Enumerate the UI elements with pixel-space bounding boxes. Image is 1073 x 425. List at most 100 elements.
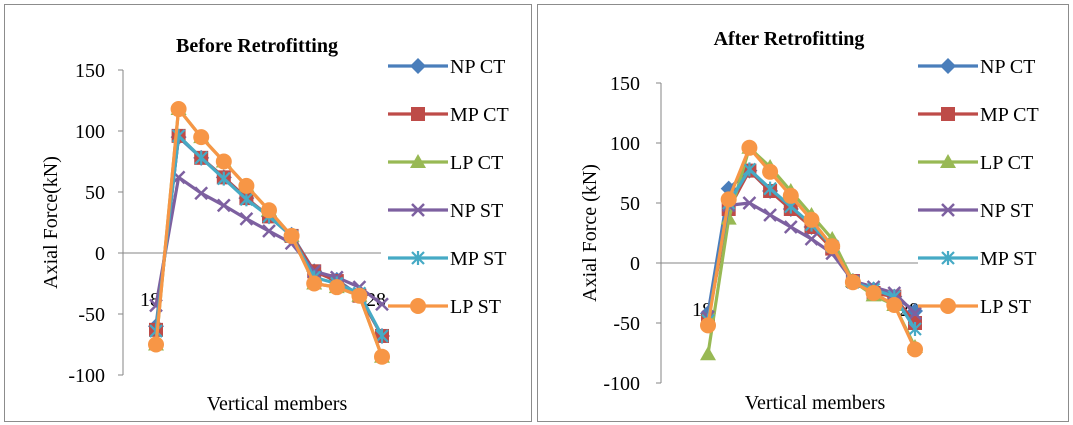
data-point (762, 163, 779, 180)
data-point (804, 232, 819, 246)
data-point (824, 238, 841, 255)
chart-after-retrofitting: After Retrofitting150100500-50-1001828Ax… (579, 28, 1039, 414)
y-tick-label: -50 (78, 304, 105, 326)
data-point (328, 279, 345, 296)
legend-marker (411, 107, 425, 121)
y-tick-label: 50 (620, 193, 640, 215)
series-mp-st (149, 128, 389, 343)
legend-entry: MP ST (918, 248, 1037, 270)
data-point (803, 211, 820, 228)
y-axis-title: Axial Force(kN) (40, 156, 62, 289)
series-lp-ct (700, 139, 923, 361)
data-point (720, 191, 737, 208)
data-point (216, 198, 231, 213)
y-axis-title: Axial Force (kN) (579, 164, 601, 302)
data-point (217, 171, 231, 186)
series-line (706, 146, 917, 355)
data-point (283, 227, 300, 244)
data-point (844, 274, 861, 291)
chart-panel-after: After Retrofitting150100500-50-1001828Ax… (537, 4, 1069, 422)
data-point (351, 287, 368, 304)
x-axis-title: Vertical members (207, 393, 348, 415)
legend-marker (940, 154, 956, 168)
series-np-ct (148, 129, 390, 344)
legend-marker (410, 58, 426, 74)
data-point (700, 346, 716, 361)
series-lp-st (700, 139, 923, 358)
data-point (742, 162, 757, 177)
data-point (262, 224, 276, 238)
data-point (763, 208, 777, 222)
chart-title: Before Retrofitting (176, 35, 338, 57)
data-point (170, 101, 187, 118)
legend-marker (410, 298, 426, 314)
legend-entry: LP CT (918, 152, 1033, 174)
data-point (239, 211, 254, 226)
legend-entry: MP ST (388, 248, 507, 270)
legend-entry: MP CT (918, 104, 1039, 126)
legend-marker (410, 154, 426, 168)
legend-label: NP CT (980, 56, 1035, 78)
y-tick-label: -100 (603, 373, 640, 395)
y-tick-label: 100 (610, 133, 640, 155)
legend-entry: MP CT (388, 104, 509, 126)
legend-entry: NP CT (388, 56, 505, 78)
series-line (154, 134, 384, 337)
data-point (193, 129, 210, 146)
data-point (886, 297, 903, 313)
legend-label: MP ST (980, 248, 1037, 270)
data-point (215, 153, 232, 170)
data-point (194, 150, 208, 165)
data-point (865, 285, 882, 301)
legend-entry: LP ST (918, 296, 1031, 318)
series-mp-ct (149, 128, 389, 343)
y-tick-label: 100 (75, 121, 105, 143)
legend-marker (941, 251, 955, 265)
legend-marker (411, 251, 425, 265)
y-tick-label: 0 (630, 253, 640, 275)
data-point (375, 328, 389, 343)
legend-label: MP ST (450, 248, 507, 270)
data-point (907, 341, 923, 358)
data-point (194, 186, 209, 201)
series-line (154, 134, 384, 337)
x-axis-title: Vertical members (745, 392, 886, 414)
legend-label: LP ST (980, 296, 1031, 318)
legend-label: NP CT (450, 56, 505, 78)
legend-entry: LP CT (388, 152, 503, 174)
legend-marker (411, 203, 425, 217)
series-lp-st (148, 101, 390, 365)
data-point (148, 336, 164, 353)
legend-marker (941, 203, 955, 217)
y-tick-label: -50 (613, 313, 640, 335)
data-point (700, 317, 716, 334)
series-line (154, 135, 384, 337)
data-point (783, 220, 798, 234)
legend-marker (940, 58, 956, 74)
data-point (908, 322, 922, 336)
data-point (238, 177, 255, 194)
y-tick-label: 50 (85, 182, 105, 204)
legend-marker (940, 298, 956, 314)
data-point (763, 181, 777, 196)
data-point (374, 348, 390, 365)
data-point (375, 297, 389, 312)
legend-entry: NP ST (388, 200, 503, 222)
legend-entry: NP CT (918, 56, 1035, 78)
legend-label: LP CT (980, 152, 1033, 174)
chart-title: After Retrofitting (714, 28, 865, 50)
y-tick-label: 150 (75, 60, 105, 82)
y-tick-label: -100 (68, 365, 105, 387)
data-point (741, 139, 758, 156)
legend-entry: LP ST (388, 296, 501, 318)
data-point (261, 202, 277, 219)
y-tick-label: 150 (610, 73, 640, 95)
legend-label: MP CT (450, 104, 509, 126)
series-line (706, 167, 917, 330)
legend-entry: NP ST (918, 200, 1033, 222)
data-point (782, 187, 799, 204)
chart-panel-before: Before Retrofitting 150 100 50 0 -50 -100 18 28 A… (4, 4, 532, 422)
y-tick-label: 0 (95, 243, 105, 265)
data-point (908, 306, 922, 321)
